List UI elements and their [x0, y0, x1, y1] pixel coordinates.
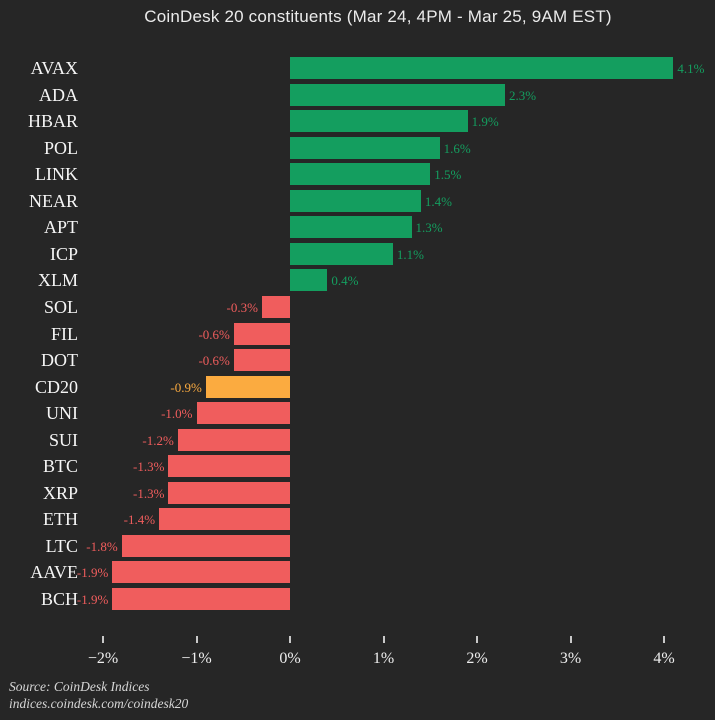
ticker-label-fil: FIL: [51, 323, 78, 344]
bar-apt: [290, 216, 412, 239]
x-axis-label: 4%: [653, 650, 675, 667]
value-label-ltc: -1.8%: [86, 538, 118, 554]
ticker-label-avax: AVAX: [30, 58, 78, 78]
value-label-link: 1.5%: [434, 167, 462, 183]
ticker-label-xrp: XRP: [42, 482, 78, 503]
x-axis-label: 2%: [466, 650, 488, 667]
ticker-label-uni: UNI: [46, 403, 78, 424]
ticker-label-btc: BTC: [42, 456, 78, 477]
value-label-apt: 1.3%: [415, 220, 443, 236]
value-label-icp: 1.1%: [396, 246, 424, 262]
ticker-label-cd20: CD20: [34, 376, 78, 397]
bar-near: [290, 189, 421, 212]
ticker-label-near: NEAR: [29, 190, 78, 211]
ticker-label-hbar: HBAR: [27, 111, 78, 132]
chart-title: CoinDesk 20 constituents (Mar 24, 4PM - …: [144, 7, 612, 26]
value-label-btc: -1.3%: [133, 459, 165, 475]
value-label-ada: 2.3%: [509, 87, 537, 103]
ticker-label-xlm: XLM: [38, 270, 78, 291]
x-axis-label: −2%: [87, 650, 119, 667]
value-label-pol: 1.6%: [443, 140, 471, 156]
x-axis-tick: [195, 636, 198, 643]
value-label-xlm: 0.4%: [331, 273, 359, 289]
bar-ada: [290, 83, 506, 106]
bar-link: [290, 163, 431, 186]
ticker-label-ltc: LTC: [45, 535, 78, 556]
source-note: Source: CoinDesk Indices indices.coindes…: [9, 678, 188, 712]
source-url: indices.coindesk.com/coindesk20: [9, 696, 189, 711]
bar-avax: [290, 57, 674, 79]
bar-hbar: [290, 110, 468, 133]
highlight-bar-cd20: [205, 375, 290, 398]
ticker-label-dot: DOT: [41, 350, 78, 371]
value-label-uni: -1.0%: [161, 406, 193, 422]
value-label-sol: -0.3%: [226, 299, 258, 315]
ticker-label-sui: SUI: [48, 429, 78, 450]
bar-aave: [112, 561, 290, 584]
x-axis-label: 1%: [372, 650, 395, 667]
bar-btc: [168, 455, 290, 478]
bar-uni: [196, 402, 290, 425]
ticker-label-icp: ICP: [49, 243, 78, 264]
x-axis-label: 0%: [279, 650, 301, 667]
x-axis-tick: [569, 636, 572, 643]
bar-eth: [159, 508, 290, 531]
ticker-label-apt: APT: [43, 217, 78, 238]
source-line: Source: CoinDesk Indices: [9, 679, 150, 694]
ticker-label-link: LINK: [35, 164, 78, 185]
bar-sol: [261, 295, 290, 318]
x-axis-tick: [102, 636, 104, 643]
value-label-dot: -0.6%: [198, 353, 230, 369]
value-label-sui: -1.2%: [142, 432, 174, 448]
ticker-label-ada: ADA: [39, 84, 78, 105]
value-label-hbar: 1.9%: [471, 114, 499, 130]
value-label-xrp: -1.3%: [133, 485, 165, 501]
value-label-eth: -1.4%: [123, 512, 156, 528]
x-axis-tick: [663, 636, 665, 643]
ticker-label-bch: BCH: [40, 589, 78, 609]
bar-pol: [290, 136, 440, 159]
value-label-fil: -0.6%: [198, 326, 230, 342]
ticker-label-aave: AAVE: [30, 562, 78, 583]
x-axis-tick: [382, 636, 385, 643]
ticker-label-sol: SOL: [43, 296, 78, 317]
bar-fil: [233, 322, 290, 345]
value-label-avax: 4.1%: [677, 61, 705, 76]
bar-sui: [177, 428, 290, 451]
bar-ltc: [121, 534, 290, 557]
value-label-near: 1.4%: [424, 193, 452, 209]
bar-bch: [112, 588, 290, 610]
bar-dot: [233, 349, 290, 372]
bar-icp: [290, 242, 393, 265]
x-axis-label: −1%: [181, 650, 212, 667]
x-axis-tick: [476, 636, 478, 643]
value-label-bch: -1.9%: [76, 592, 109, 607]
x-axis-tick: [289, 636, 291, 643]
ticker-label-pol: POL: [43, 137, 78, 158]
ticker-label-eth: ETH: [43, 509, 78, 530]
value-label-aave: -1.9%: [76, 565, 109, 581]
bar-xlm: [290, 269, 328, 292]
x-axis-label: 3%: [559, 650, 582, 667]
value-label-cd20: -0.9%: [170, 379, 202, 395]
bar-xrp: [168, 481, 290, 504]
